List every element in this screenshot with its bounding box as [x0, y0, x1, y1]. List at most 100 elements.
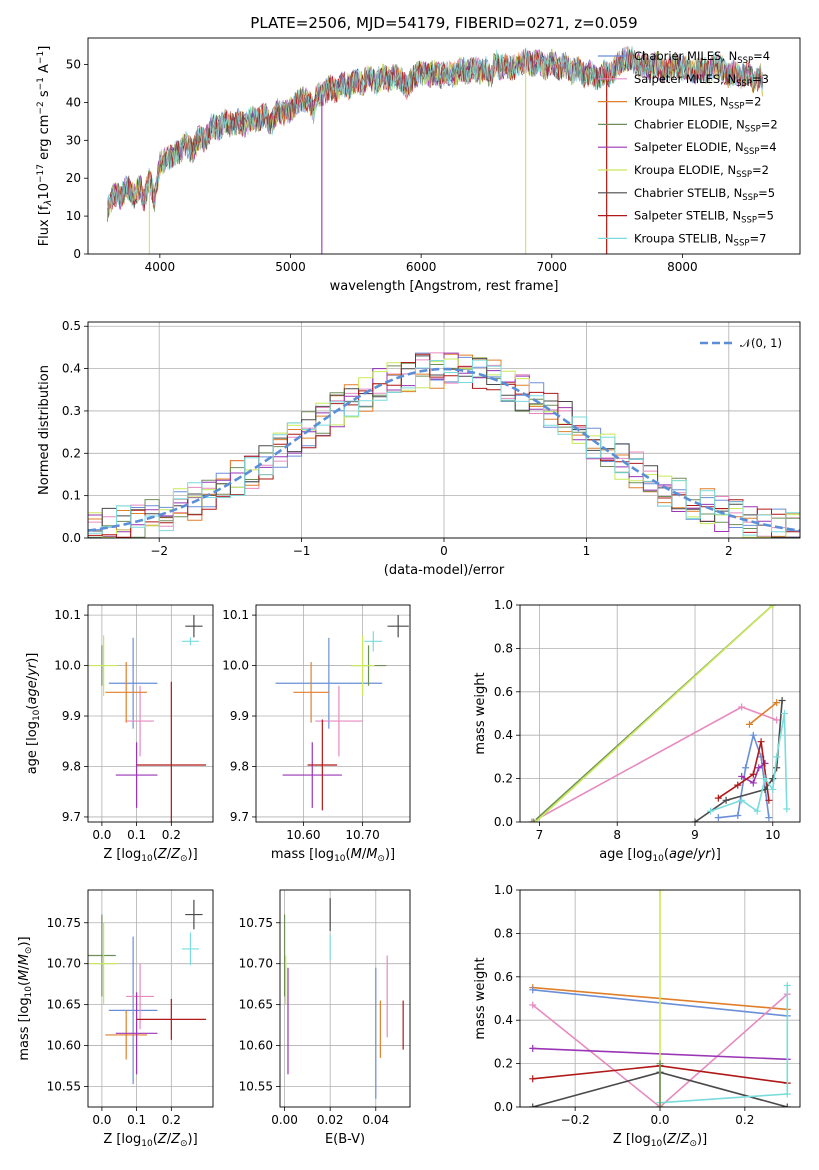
series-lines [529, 890, 791, 1107]
series-line-kroupa-miles [748, 701, 778, 726]
axes-frame [87, 37, 801, 255]
x-axis-label: Z [log10(Z/Z⊙)] [103, 1132, 197, 1149]
y-tick-label-0: 0.0 [494, 815, 513, 829]
chart-age-vs-Z: 0.0 0.1 0.2 9.7 9.8 9.9 10.0 10.1 Z [log10(Z/Z⊙)… [25, 604, 214, 864]
x-tick-label-2: 0.2 [162, 1113, 181, 1127]
y-tick-label-1: 0.1 [62, 489, 81, 503]
series-marker-6-2 [783, 981, 791, 989]
x-tick-label-3: 10 [765, 828, 780, 842]
series-line-kroupa-stelib [710, 713, 788, 813]
x-tick-label-1: −1 [293, 544, 311, 558]
legend-entry-normal: 𝒩(0, 1) [740, 336, 782, 350]
series-marker-8-5 [773, 753, 781, 761]
y-axis-label: Normed distribution [37, 365, 52, 495]
series-marker-5-1 [749, 779, 757, 787]
x-tick-label-2: 9 [691, 828, 699, 842]
series-marker-1-1 [773, 699, 781, 707]
x-axis-label: mass [log10(M/M⊙)] [271, 847, 395, 864]
x-tick-label-0: 7 [536, 828, 544, 842]
x-tick-label-1: 5000 [275, 260, 306, 274]
y-tick-label-1: 0.2 [494, 1057, 513, 1071]
x-tick-label-0: 0.0 [92, 1113, 111, 1127]
y-tick-label-1: 9.8 [62, 759, 81, 773]
series-marker-2-0 [714, 814, 722, 822]
x-tick-label-2: 0.04 [362, 1113, 389, 1127]
y-tick-label-0: 10.55 [47, 1080, 81, 1094]
y-tick-label-2: 0.4 [494, 728, 513, 742]
series-marker-7-0 [691, 818, 699, 822]
chart-spectrum: 4000 5000 6000 7000 8000 0 10 20 30 40 50 wavelengt… [36, 37, 801, 294]
legend-entry-4: Salpeter ELODIE, NSSP=4 [634, 140, 777, 157]
y-tick-label-1: 9.8 [230, 759, 249, 773]
chart-mass-weight-vs-age: 7 8 9 10 0.0 0.2 0.4 0.6 0.8 1.0 age [log10(age/yr… [473, 598, 801, 864]
series-marker-7-3 [769, 775, 777, 783]
chart-mass-vs-ebv: 0.00 0.02 0.04 10.55 10.60 10.65 10.70 10.75 E(B… [239, 889, 411, 1147]
y-tick-label-3: 0.6 [494, 685, 513, 699]
x-tick-label-3: 7000 [537, 260, 568, 274]
x-tick-label-1: 0.0 [650, 1113, 669, 1127]
y-tick-label-1: 10.60 [239, 1039, 273, 1053]
x-axis-label: Z [log10(Z/Z⊙)] [103, 847, 197, 864]
spectrum-legend: Chabrier MILES, NSSP=4 Salpeter MILES, NS… [598, 49, 778, 248]
series-marker-0-2 [773, 716, 781, 724]
series-marker-6-1 [734, 781, 742, 789]
histogram-steps [88, 352, 800, 538]
y-tick-label-1: 10.60 [47, 1039, 81, 1053]
y-tick-label-0: 10.55 [239, 1080, 273, 1094]
y-tick-label-2: 10.65 [47, 998, 81, 1012]
legend-entry-2: Kroupa MILES, NSSP=2 [634, 95, 761, 112]
series-marker-6-3 [757, 738, 765, 746]
x-tick-label-0: −0.2 [561, 1113, 590, 1127]
series-marker-5-2 [755, 764, 763, 772]
series-line-salpeter-elodie [741, 762, 766, 785]
series-marker-2-5 [765, 814, 773, 822]
y-tick-label-2: 0.2 [62, 446, 81, 460]
y-axis-label: age [log10(age/yr)] [25, 653, 42, 775]
series-marker-4-1 [769, 605, 777, 609]
errorbars [283, 898, 404, 1099]
x-tick-label-2: 0 [440, 544, 448, 558]
series-marker-8-7 [783, 805, 791, 813]
x-tick-label-1: 0.1 [127, 1113, 146, 1127]
series-marker-8-3 [761, 775, 769, 783]
axes-frame [87, 889, 214, 1108]
y-tick-label-0: 0.0 [62, 531, 81, 545]
y-tick-label-4: 40 [66, 95, 81, 109]
series-marker-8-6 [780, 710, 788, 717]
x-tick-label-0: 0.0 [92, 828, 111, 842]
panels: 4000 5000 6000 7000 800001020304050wavelengt… [17, 37, 801, 1149]
series-marker-5-0 [738, 772, 746, 780]
y-tick-label-4: 10.75 [47, 916, 81, 930]
x-tick-label-2: 0.2 [735, 1113, 754, 1127]
y-tick-label-4: 10.75 [239, 916, 273, 930]
y-tick-label-5: 50 [66, 58, 81, 72]
series-marker-7-4 [773, 764, 781, 772]
legend-entry-7: Salpeter STELIB, NSSP=5 [634, 209, 774, 226]
legend-entry-8: Kroupa STELIB, NSSP=7 [634, 231, 766, 248]
series-marker-4-0 [529, 1075, 537, 1083]
x-tick-label-0: 10.60 [286, 828, 320, 842]
series-marker-7-5 [778, 696, 786, 704]
series-marker-8-1 [738, 796, 746, 804]
y-tick-label-3: 10.0 [222, 659, 249, 673]
y-tick-label-3: 10.70 [47, 957, 81, 971]
y-tick-label-2: 10.65 [239, 998, 273, 1012]
x-tick-label-4: 2 [725, 544, 733, 558]
errorbars [89, 615, 207, 822]
series-marker-8-1 [656, 1103, 664, 1107]
series-marker-3-0 [529, 1044, 537, 1052]
x-tick-label-1: 8 [613, 828, 621, 842]
y-tick-label-5: 0.5 [62, 319, 81, 333]
series-marker-6-0 [714, 794, 722, 802]
x-tick-label-1: 0.1 [127, 828, 146, 842]
y-tick-label-2: 20 [66, 171, 81, 185]
x-axis-label: E(B-V) [325, 1132, 365, 1147]
series-marker-1-0 [529, 986, 537, 994]
x-tick-label-3: 1 [583, 544, 591, 558]
spectrum-line-chabrier-stelib [107, 48, 764, 218]
y-tick-label-4: 10.1 [54, 608, 81, 622]
y-tick-label-3: 0.3 [62, 404, 81, 418]
x-tick-label-4: 8000 [667, 260, 698, 274]
legend-entry-6: Chabrier STELIB, NSSP=5 [634, 186, 775, 203]
